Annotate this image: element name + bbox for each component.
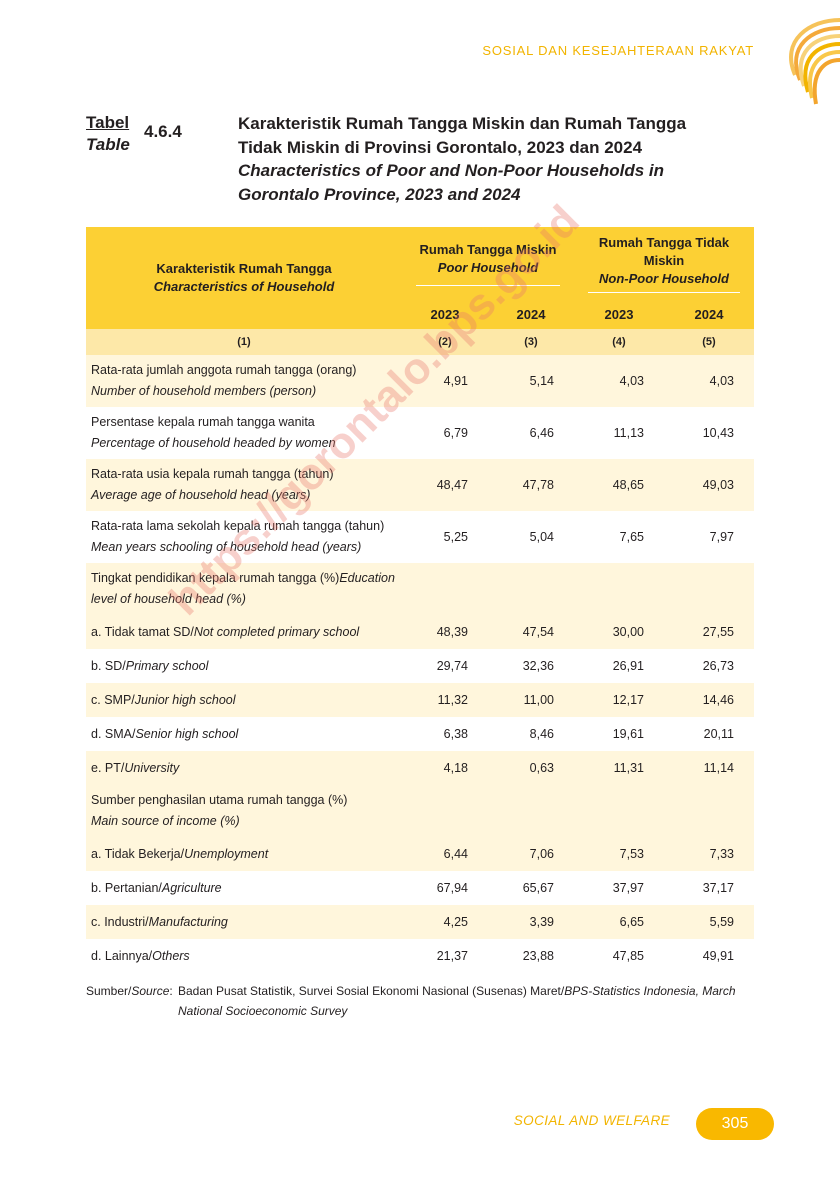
title-en-line-2: Gorontalo Province, 2023 and 2024 bbox=[238, 184, 521, 204]
table-row: c. SMP/Junior high school 11,32 11,00 12… bbox=[86, 683, 754, 717]
table-title: Karakteristik Rumah Tangga Miskin dan Ru… bbox=[238, 112, 758, 206]
table-row: b. Pertanian/Agriculture 67,94 65,67 37,… bbox=[86, 871, 754, 905]
table-column-number-row: (1) (2) (3) (4) (5) bbox=[86, 329, 754, 355]
running-header: SOSIAL DAN KESEJAHTERAAN RAKYAT bbox=[482, 43, 754, 58]
year-nonpoor-2024: 2024 bbox=[694, 306, 724, 322]
table-row: Persentase kepala rumah tangga wanita Per… bbox=[86, 407, 754, 459]
table-label-id: Tabel bbox=[86, 113, 130, 132]
header-poor-household: Rumah Tangga Miskin Poor Household bbox=[402, 227, 574, 299]
year-nonpoor-2023: 2023 bbox=[604, 306, 634, 322]
income-heading-row: Sumber penghasilan utama rumah tangga (%… bbox=[86, 785, 754, 837]
table-row: d. SMA/Senior high school 6,38 8,46 19,6… bbox=[86, 717, 754, 751]
education-heading-row: Tingkat pendidikan kepala rumah tangga (… bbox=[86, 563, 754, 615]
title-en-line-1: Characteristics of Poor and Non-Poor Hou… bbox=[238, 161, 664, 180]
page-number: 305 bbox=[696, 1108, 774, 1140]
table-row: a. Tidak tamat SD/Not completed primary … bbox=[86, 615, 754, 649]
table-row: a. Tidak Bekerja/Unemployment 6,44 7,06 … bbox=[86, 837, 754, 871]
title-id-line-2: Tidak Miskin di Provinsi Gorontalo, 2023… bbox=[238, 137, 643, 157]
year-poor-2023: 2023 bbox=[430, 306, 460, 322]
table-label: Tabel Table bbox=[86, 112, 130, 156]
table-row: c. Industri/Manufacturing 4,25 3,39 6,65… bbox=[86, 905, 754, 939]
table-header-row: Karakteristik Rumah Tangga Characteristi… bbox=[86, 227, 754, 299]
table-row: Rata-rata jumlah anggota rumah tangga (o… bbox=[86, 355, 754, 407]
characteristics-table: Karakteristik Rumah Tangga Characteristi… bbox=[86, 227, 754, 973]
table-row: Rata-rata usia kepala rumah tangga (tahu… bbox=[86, 459, 754, 511]
source-text: Badan Pusat Statistik, Survei Sosial Eko… bbox=[178, 984, 736, 1018]
table-row: e. PT/University 4,18 0,63 11,31 11,14 bbox=[86, 751, 754, 785]
header-non-poor-household: Rumah Tangga Tidak Miskin Non-Poor House… bbox=[574, 227, 754, 299]
year-poor-2024: 2024 bbox=[516, 306, 546, 322]
table-number: 4.6.4 bbox=[144, 122, 182, 141]
header-characteristics: Karakteristik Rumah Tangga Characteristi… bbox=[153, 261, 335, 294]
table-row: Rata-rata lama sekolah kepala rumah tang… bbox=[86, 511, 754, 563]
footer-section-title: SOCIAL AND WELFARE bbox=[513, 1113, 670, 1128]
source-note: Sumber/Source: Badan Pusat Statistik, Su… bbox=[86, 981, 754, 1021]
decorative-swoosh-graphic bbox=[789, 18, 840, 105]
table-row: b. SD/Primary school 29,74 32,36 26,91 2… bbox=[86, 649, 754, 683]
table-label-en: Table bbox=[86, 135, 130, 154]
title-id-line-1: Karakteristik Rumah Tangga Miskin dan Ru… bbox=[238, 114, 687, 133]
table-row: d. Lainnya/Others 21,37 23,88 47,85 49,9… bbox=[86, 939, 754, 973]
source-key: Sumber/Source: bbox=[86, 984, 173, 998]
